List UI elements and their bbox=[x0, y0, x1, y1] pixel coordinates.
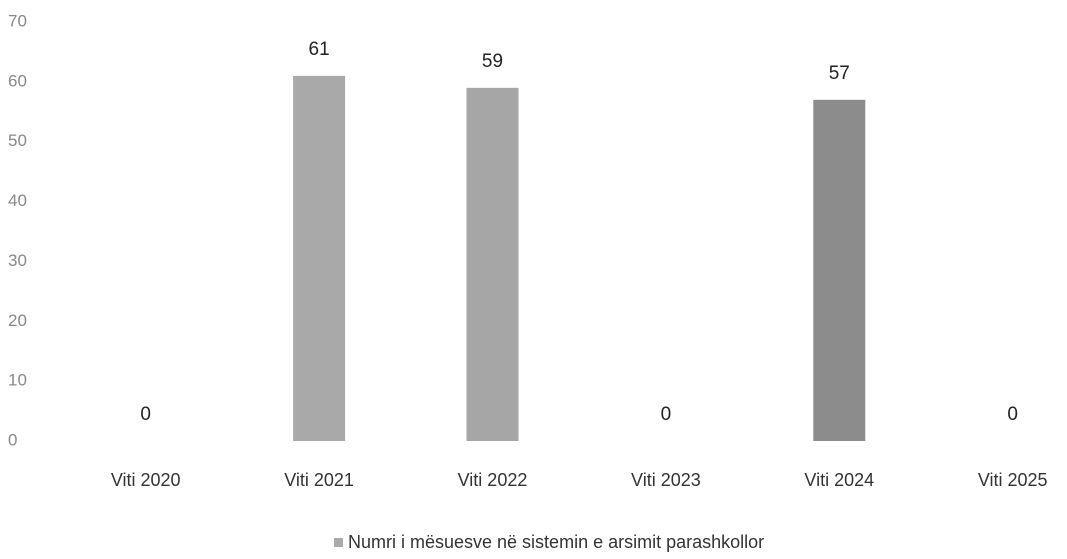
y-tick-label: 30 bbox=[8, 251, 27, 270]
y-tick-label: 0 bbox=[8, 430, 17, 449]
y-tick-label: 40 bbox=[8, 191, 27, 210]
y-tick-label: 50 bbox=[8, 131, 27, 150]
value-label: 0 bbox=[1007, 404, 1018, 425]
bar bbox=[813, 99, 866, 442]
x-tick-label: Viti 2023 bbox=[631, 470, 701, 490]
value-label: 61 bbox=[309, 39, 330, 60]
x-tick-label: Viti 2024 bbox=[804, 470, 874, 490]
legend-swatch bbox=[334, 538, 343, 547]
bar bbox=[466, 87, 519, 441]
value-label: 57 bbox=[829, 63, 850, 84]
x-tick-label: Viti 2025 bbox=[978, 470, 1048, 490]
y-tick-label: 60 bbox=[8, 71, 27, 90]
value-label: 0 bbox=[661, 404, 672, 425]
y-tick-label: 20 bbox=[8, 311, 27, 330]
bar bbox=[293, 75, 346, 441]
y-tick-label: 10 bbox=[8, 371, 27, 390]
x-tick-label: Viti 2020 bbox=[111, 470, 181, 490]
value-label: 59 bbox=[482, 51, 503, 72]
x-tick-label: Viti 2021 bbox=[284, 470, 354, 490]
y-tick-label: 70 bbox=[8, 11, 27, 30]
x-tick-label: Viti 2022 bbox=[458, 470, 528, 490]
legend: Numri i mësuesve në sistemin e arsimit p… bbox=[334, 532, 764, 552]
value-label: 0 bbox=[140, 404, 151, 425]
legend-label: Numri i mësuesve në sistemin e arsimit p… bbox=[348, 532, 764, 552]
